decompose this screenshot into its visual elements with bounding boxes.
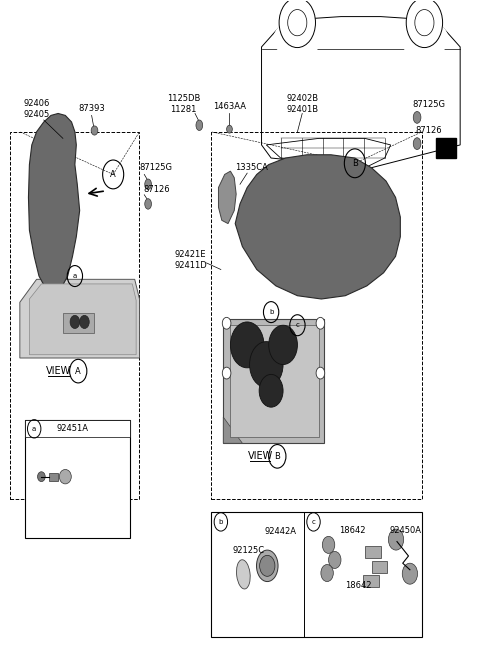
Circle shape: [91, 126, 98, 135]
Circle shape: [316, 367, 324, 379]
Polygon shape: [223, 417, 242, 443]
Circle shape: [415, 10, 434, 35]
Circle shape: [260, 555, 275, 576]
Circle shape: [406, 0, 443, 47]
Bar: [211, 132, 422, 499]
Text: 1125DB
11281: 1125DB 11281: [167, 94, 200, 114]
Bar: [10, 132, 140, 499]
Circle shape: [227, 125, 232, 133]
Text: 87126: 87126: [416, 126, 443, 135]
Polygon shape: [218, 171, 236, 223]
Ellipse shape: [237, 560, 250, 589]
Bar: [363, 575, 379, 587]
Text: 87393: 87393: [78, 104, 105, 114]
Bar: [63, 313, 94, 333]
Polygon shape: [28, 114, 80, 296]
Ellipse shape: [37, 472, 45, 482]
Circle shape: [279, 0, 315, 47]
Ellipse shape: [145, 179, 152, 189]
Ellipse shape: [413, 112, 421, 124]
Circle shape: [80, 315, 89, 328]
Circle shape: [269, 325, 298, 365]
Text: c: c: [312, 519, 315, 525]
Bar: [230, 325, 319, 437]
Text: 87126: 87126: [143, 185, 169, 194]
Circle shape: [388, 529, 404, 550]
Text: 92125C: 92125C: [232, 545, 264, 555]
Bar: [372, 561, 387, 573]
Text: B: B: [352, 159, 358, 168]
Ellipse shape: [273, 19, 321, 58]
Ellipse shape: [400, 19, 448, 58]
Text: 92450A: 92450A: [389, 526, 421, 535]
Bar: [24, 420, 130, 437]
Bar: [365, 546, 381, 558]
Circle shape: [222, 367, 231, 379]
Text: 18642: 18642: [339, 526, 366, 535]
Circle shape: [222, 317, 231, 329]
Text: 92402B
92401B: 92402B 92401B: [286, 94, 318, 114]
Circle shape: [259, 374, 283, 407]
Bar: [211, 512, 422, 637]
Ellipse shape: [145, 198, 152, 209]
Text: 92421E
92411D: 92421E 92411D: [174, 250, 207, 270]
Ellipse shape: [60, 470, 72, 484]
Circle shape: [323, 536, 335, 553]
Text: 87125G: 87125G: [140, 164, 173, 172]
Text: B: B: [275, 452, 280, 461]
Text: 1463AA: 1463AA: [213, 102, 246, 112]
Ellipse shape: [413, 138, 421, 150]
Circle shape: [316, 317, 324, 329]
Text: 92442A: 92442A: [264, 527, 297, 536]
Text: c: c: [296, 322, 300, 328]
Text: VIEW: VIEW: [248, 451, 273, 461]
Text: 1335CA: 1335CA: [236, 164, 268, 172]
Text: b: b: [219, 519, 223, 525]
Ellipse shape: [196, 120, 203, 131]
Bar: [223, 319, 324, 443]
Polygon shape: [29, 284, 136, 355]
Bar: [24, 420, 130, 538]
Text: 92451A: 92451A: [57, 424, 88, 434]
Text: VIEW: VIEW: [46, 366, 71, 376]
Circle shape: [402, 563, 418, 584]
Text: 87125G: 87125G: [412, 100, 445, 109]
Bar: [48, 473, 58, 481]
Circle shape: [70, 315, 80, 328]
Circle shape: [250, 342, 283, 388]
Text: a: a: [73, 273, 77, 279]
Text: 18642: 18642: [346, 581, 372, 590]
Text: 92406
92405: 92406 92405: [24, 99, 50, 119]
Circle shape: [328, 551, 341, 568]
Text: A: A: [110, 170, 116, 179]
Ellipse shape: [256, 550, 278, 581]
Polygon shape: [20, 279, 140, 358]
Polygon shape: [235, 155, 400, 299]
Bar: [436, 139, 456, 158]
Text: b: b: [269, 309, 273, 315]
Text: A: A: [75, 367, 81, 376]
Text: a: a: [32, 426, 36, 432]
Circle shape: [288, 10, 307, 35]
Circle shape: [321, 564, 333, 581]
Circle shape: [230, 322, 264, 368]
